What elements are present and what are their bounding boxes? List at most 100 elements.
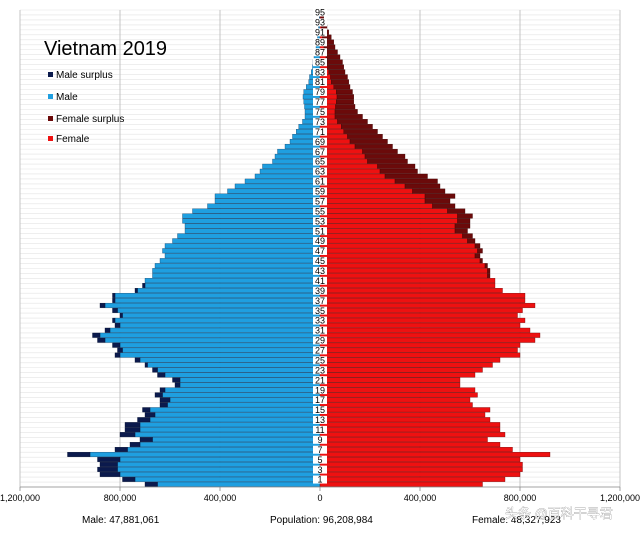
male-bar bbox=[149, 407, 321, 413]
male-bar bbox=[152, 268, 321, 274]
age-label: 37 bbox=[315, 296, 325, 306]
female-surplus-bar bbox=[477, 248, 483, 254]
male-bar bbox=[157, 367, 321, 373]
male-surplus-bar bbox=[112, 307, 118, 313]
age-label: 51 bbox=[315, 226, 325, 236]
female-bar bbox=[319, 417, 491, 423]
age-label-bg bbox=[313, 167, 327, 176]
age-label-bg bbox=[313, 246, 327, 255]
female-bar bbox=[319, 422, 501, 428]
age-label-bg bbox=[313, 8, 327, 17]
legend-label-female-surplus: Female surplus bbox=[56, 114, 124, 125]
male-surplus-bar bbox=[97, 457, 121, 462]
age-label-bg bbox=[313, 147, 327, 156]
female-surplus-bar bbox=[328, 69, 346, 75]
male-bar bbox=[159, 258, 321, 264]
male-bar bbox=[149, 417, 321, 423]
male-bar bbox=[152, 273, 321, 279]
female-surplus-bar bbox=[323, 44, 336, 50]
age-label-bg bbox=[313, 197, 327, 206]
age-label: 75 bbox=[315, 107, 325, 117]
male-bar bbox=[179, 382, 321, 388]
male-surplus-bar bbox=[154, 392, 163, 398]
age-label-bg bbox=[313, 187, 327, 196]
age-label-bg bbox=[313, 326, 327, 335]
female-bar bbox=[319, 466, 523, 472]
age-label-bg bbox=[313, 445, 327, 454]
female-surplus-bar bbox=[424, 193, 456, 199]
male-surplus-bar bbox=[159, 402, 168, 408]
age-label-bg bbox=[313, 127, 327, 136]
male-bar bbox=[114, 317, 321, 323]
female-surplus-bar bbox=[379, 168, 418, 174]
female-bar bbox=[319, 427, 501, 433]
female-surplus-bar bbox=[333, 84, 351, 90]
male-surplus-bar bbox=[112, 317, 116, 323]
female-bar bbox=[319, 248, 478, 254]
x-tick-label: 400,000 bbox=[204, 493, 237, 503]
male-surplus-bar bbox=[112, 293, 116, 298]
male-surplus-bar bbox=[112, 298, 116, 303]
male-bar bbox=[139, 357, 321, 363]
male-surplus-bar bbox=[114, 352, 121, 358]
female-bar bbox=[319, 457, 521, 462]
age-label-bg bbox=[313, 336, 327, 345]
age-label: 47 bbox=[315, 246, 325, 256]
female-bar bbox=[319, 263, 486, 269]
male-surplus-bar bbox=[114, 447, 128, 452]
age-label: 17 bbox=[315, 395, 325, 405]
female-bar bbox=[319, 208, 448, 214]
female-bar bbox=[319, 352, 521, 358]
female-surplus-bar bbox=[335, 104, 356, 110]
male-surplus-bar bbox=[129, 442, 141, 448]
female-surplus-bar bbox=[454, 223, 471, 229]
female-bar bbox=[319, 238, 468, 244]
female-bar bbox=[319, 273, 488, 279]
male-bar bbox=[122, 347, 321, 353]
female-bar bbox=[319, 357, 501, 363]
male-bar bbox=[164, 387, 321, 393]
male-bar bbox=[119, 322, 321, 328]
female-surplus-bar bbox=[432, 203, 456, 209]
male-bar bbox=[139, 427, 321, 433]
age-label-bg bbox=[313, 117, 327, 126]
female-surplus-bar bbox=[336, 89, 353, 95]
age-label-bg bbox=[313, 296, 327, 305]
female-bar bbox=[319, 387, 476, 393]
age-label-bg bbox=[313, 157, 327, 166]
age-label-bg bbox=[313, 316, 327, 325]
male-bar bbox=[119, 352, 321, 358]
age-label: 49 bbox=[315, 236, 325, 246]
female-surplus-bar bbox=[334, 109, 358, 115]
male-bar bbox=[227, 188, 321, 194]
female-surplus-bar bbox=[331, 79, 349, 85]
male-bar bbox=[144, 278, 321, 284]
female-bar bbox=[319, 402, 473, 408]
female-surplus-bar bbox=[404, 183, 441, 189]
female-bar bbox=[319, 367, 483, 373]
male-bar bbox=[259, 168, 321, 174]
male-bar bbox=[114, 293, 321, 298]
male-bar bbox=[182, 213, 321, 219]
male-bar bbox=[207, 203, 321, 209]
female-surplus-bar bbox=[394, 178, 438, 184]
male-bar bbox=[119, 342, 321, 348]
female-bar bbox=[319, 382, 461, 388]
age-label: 19 bbox=[315, 385, 325, 395]
female-surplus-bar bbox=[334, 114, 363, 120]
age-label-bg bbox=[313, 137, 327, 146]
female-surplus-bar bbox=[362, 148, 398, 154]
male-surplus-bar bbox=[92, 332, 101, 338]
age-label-bg bbox=[313, 38, 327, 47]
male-surplus-bar bbox=[144, 362, 148, 368]
female-bar bbox=[319, 253, 476, 259]
age-label: 57 bbox=[315, 196, 325, 206]
age-label: 65 bbox=[315, 157, 325, 167]
female-surplus-bar bbox=[341, 124, 373, 130]
age-label: 77 bbox=[315, 97, 325, 107]
female-bar bbox=[319, 168, 381, 174]
female-bar bbox=[319, 288, 503, 293]
age-label: 53 bbox=[315, 216, 325, 226]
age-label-bg bbox=[313, 435, 327, 444]
age-labels: 9593918987858381797775737169676563615957… bbox=[313, 8, 327, 485]
